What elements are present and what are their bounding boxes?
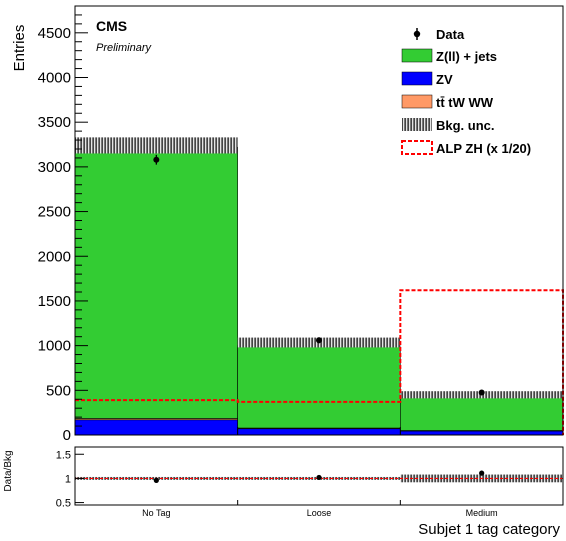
legend-label-bkg-unc: Bkg. unc. xyxy=(436,118,495,133)
y-tick-label-500: 500 xyxy=(46,382,71,399)
y-axis-label: Entries xyxy=(11,25,28,72)
stack-bar-z-ll-jets-1 xyxy=(74,146,238,419)
stack-bar-zv-3 xyxy=(400,430,564,436)
category-label-1: No Tag xyxy=(142,508,170,518)
legend-swatch-ttbar xyxy=(401,94,433,109)
ratio-y-axis-label: Data/Bkg xyxy=(3,450,14,491)
y-tick-label-1500: 1500 xyxy=(38,293,71,310)
legend-label-signal: ALP ZH (x 1/20) xyxy=(436,141,531,156)
ratio-point-3 xyxy=(479,470,485,476)
legend-swatch-zv xyxy=(401,71,433,86)
stack-bar-z-ll-jets-2 xyxy=(237,345,401,429)
ratio-y-tick-label: 1 xyxy=(65,473,71,485)
y-tick-label-4000: 4000 xyxy=(38,70,71,87)
legend-item-ttbar: tt̄ tW WW xyxy=(401,94,494,110)
y-tick-label-2500: 2500 xyxy=(38,204,71,221)
main-panel: 0 500 1000 1500 2000 2500 3000 3500 4000 4500 xyxy=(38,5,564,444)
ratio-frame xyxy=(74,446,564,506)
category-label-2: Loose xyxy=(307,508,332,518)
category-label-3: Medium xyxy=(466,508,498,518)
legend-swatch-bkg-unc xyxy=(402,118,432,131)
x-axis-label: Subjet 1 tag category xyxy=(418,521,560,538)
ratio-point-2 xyxy=(316,474,322,481)
stack-bar-zv-1 xyxy=(74,419,238,436)
data-point-3 xyxy=(478,389,485,396)
status-label: Preliminary xyxy=(96,42,153,54)
legend-item-zll-jets: Z(ll) + jets xyxy=(401,48,497,64)
ratio-y-tick-label: 1.5 xyxy=(56,449,71,461)
y-tick-label-3000: 3000 xyxy=(38,159,71,176)
data-point-1 xyxy=(153,156,160,163)
y-tick-label-0: 0 xyxy=(63,427,71,444)
stack-bar-z-ll-jets-3 xyxy=(400,396,564,431)
legend-item-data: Data xyxy=(413,27,465,42)
stack-bar-zv-2 xyxy=(237,428,401,436)
legend-swatch-zll-jets xyxy=(401,48,433,63)
y-tick-label-4500: 4500 xyxy=(38,25,71,42)
legend-label-ttbar: tt̄ tW WW xyxy=(436,95,494,110)
y-tick-label-2000: 2000 xyxy=(38,248,71,265)
y-tick-label-3500: 3500 xyxy=(38,114,71,131)
legend-swatch-data xyxy=(413,30,421,38)
bkg-unc-band-1 xyxy=(75,137,238,154)
y-tick-label-1000: 1000 xyxy=(38,338,71,355)
ratio-y-tick-label: 0.5 xyxy=(56,498,71,510)
legend: Data Z(ll) + jets ZV tt̄ tW WW Bkg. unc.… xyxy=(401,27,531,156)
data-point-2 xyxy=(316,337,322,344)
legend-item-zv: ZV xyxy=(401,71,453,87)
legend-label-zv: ZV xyxy=(436,72,453,87)
ratio-point-1 xyxy=(153,477,159,483)
ratio-panel: 0.5 1 1.5 No Tag Loose Medium xyxy=(56,446,564,518)
legend-swatch-signal xyxy=(401,140,433,155)
legend-label-data: Data xyxy=(436,27,465,42)
legend-label-zll-jets: Z(ll) + jets xyxy=(436,49,497,64)
legend-item-signal: ALP ZH (x 1/20) xyxy=(401,140,531,156)
legend-item-bkg-unc: Bkg. unc. xyxy=(402,118,495,133)
experiment-label: CMS xyxy=(96,18,127,34)
